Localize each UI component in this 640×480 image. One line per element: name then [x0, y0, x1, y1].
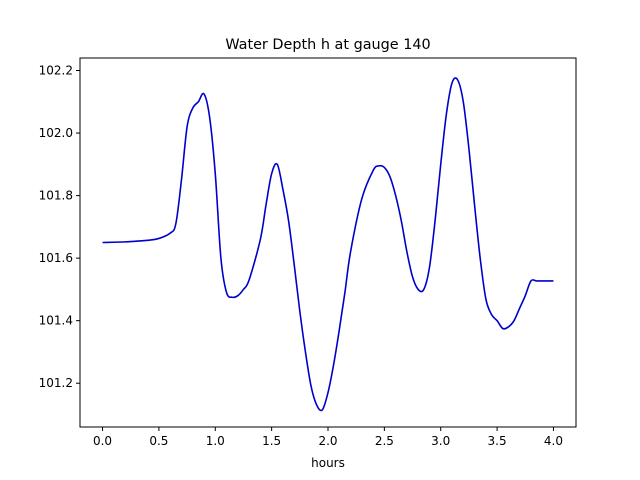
y-tick-label: 101.8 [39, 189, 73, 203]
x-tick-label: 3.0 [431, 434, 450, 448]
x-tick-label: 0.5 [149, 434, 168, 448]
y-tick-label: 101.4 [39, 314, 73, 328]
x-tick-label: 4.0 [544, 434, 563, 448]
y-tick-label: 102.0 [39, 126, 73, 140]
chart-title: Water Depth h at gauge 140 [225, 37, 430, 53]
series-line-0 [102, 77, 554, 412]
y-tick-label: 101.6 [39, 251, 73, 265]
y-axis: 101.2 101.4 101.6 101.8 102.0 102.2 [39, 64, 80, 390]
y-tick-label: 102.2 [39, 64, 73, 78]
x-tick-label: 1.0 [206, 434, 225, 448]
x-tick-label: 2.5 [375, 434, 394, 448]
x-tick-label: 1.5 [262, 434, 281, 448]
x-axis-label: hours [311, 456, 345, 470]
y-tick-label: 101.2 [39, 376, 73, 390]
x-axis: 0.0 0.5 1.0 1.5 2.0 2.5 3.0 3.5 4.0 [93, 427, 563, 448]
x-tick-label: 3.5 [488, 434, 507, 448]
x-tick-label: 0.0 [93, 434, 112, 448]
x-tick-label: 2.0 [318, 434, 337, 448]
